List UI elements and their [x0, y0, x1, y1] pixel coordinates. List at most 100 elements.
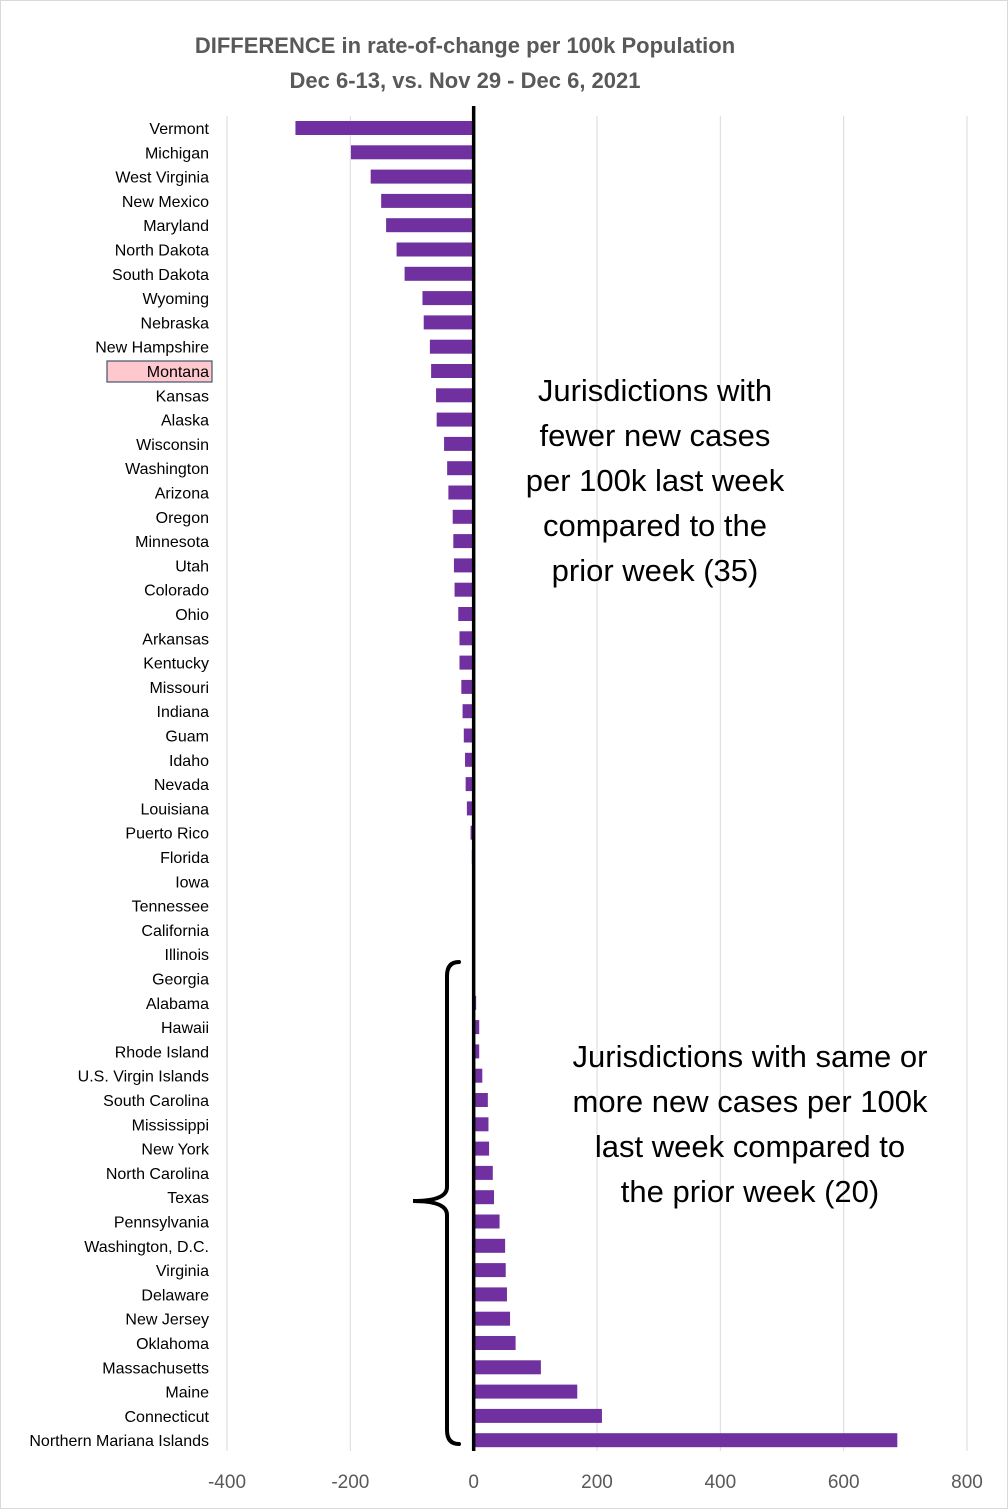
category-label: Louisiana — [141, 801, 210, 818]
category-label: Maine — [165, 1385, 209, 1402]
category-label: South Dakota — [112, 267, 209, 284]
x-tick-label: 200 — [581, 1472, 613, 1493]
bar-texas — [473, 1190, 495, 1205]
bar-nebraska — [423, 315, 474, 330]
category-label: Rhode Island — [115, 1044, 209, 1061]
bar-new-jersey — [473, 1311, 511, 1326]
category-label: Washington — [125, 461, 209, 478]
bar-north-carolina — [473, 1165, 493, 1180]
bar-oklahoma — [473, 1336, 516, 1350]
annotation-fewer-cases: Jurisdictions with fewer new cases per 1… — [525, 373, 785, 588]
bar-northern-mariana-islands — [473, 1433, 898, 1448]
annotation-more-cases: Jurisdictions with same or more new case… — [572, 1039, 928, 1209]
category-label: Wyoming — [142, 291, 209, 308]
bar-maine — [473, 1384, 578, 1399]
category-label: Utah — [175, 558, 209, 575]
bar-vermont — [295, 121, 474, 135]
category-label: New York — [141, 1142, 210, 1159]
x-tick-label: 600 — [828, 1472, 860, 1493]
bar-minnesota — [453, 534, 474, 549]
bar-rhode-island — [473, 1044, 480, 1059]
category-label: Kentucky — [143, 656, 209, 673]
category-label: Wisconsin — [136, 437, 209, 454]
bar-south-carolina — [473, 1093, 488, 1107]
category-label: U.S. Virgin Islands — [78, 1069, 209, 1086]
bar-new-mexico — [381, 193, 474, 208]
category-label: Indiana — [157, 704, 210, 721]
bar-guam — [463, 728, 474, 743]
category-label: Oklahoma — [136, 1336, 209, 1353]
category-label: Minnesota — [135, 534, 209, 551]
category-label: Mississippi — [132, 1117, 209, 1134]
category-label: North Dakota — [115, 243, 209, 260]
bar-michigan — [350, 145, 474, 160]
bar-missouri — [461, 679, 474, 694]
bar-arizona — [448, 485, 474, 500]
category-label: Illinois — [165, 947, 209, 964]
category-label: Vermont — [149, 121, 209, 138]
bar-wyoming — [422, 291, 474, 306]
x-tick-label: 0 — [468, 1472, 479, 1493]
chart-subtitle: Dec 6-13, vs. Nov 29 - Dec 6, 2021 — [289, 68, 641, 93]
category-label: Georgia — [152, 972, 209, 989]
category-label: Alaska — [161, 413, 209, 430]
x-tick-label: -400 — [208, 1472, 246, 1493]
bar-washington-d-c- — [473, 1238, 506, 1253]
x-tick-label: 400 — [704, 1472, 736, 1493]
bar-west-virginia — [370, 169, 474, 184]
category-label: Oregon — [156, 510, 209, 527]
category-label: Delaware — [141, 1287, 209, 1304]
category-label: Colorado — [144, 583, 209, 600]
category-label: North Carolina — [106, 1166, 209, 1183]
category-label: Hawaii — [161, 1020, 209, 1037]
category-label: Michigan — [145, 145, 209, 162]
category-label: Pennsylvania — [114, 1215, 209, 1232]
bar-nevada — [465, 777, 474, 792]
bar-south-dakota — [404, 266, 474, 281]
bar-delaware — [473, 1287, 507, 1302]
bar-pennsylvania — [473, 1214, 500, 1229]
category-label: Puerto Rico — [125, 826, 209, 843]
category-label: Nebraska — [141, 315, 210, 332]
category-label: Missouri — [149, 680, 209, 697]
bar-kentucky — [459, 655, 474, 670]
bar-washington — [447, 461, 474, 476]
category-label: Washington, D.C. — [84, 1239, 209, 1256]
bar-connecticut — [473, 1408, 602, 1423]
bar-hawaii — [473, 1020, 480, 1035]
bar-mississippi — [473, 1117, 489, 1132]
category-label: Virginia — [156, 1263, 209, 1280]
category-label: California — [141, 923, 209, 940]
bar-ohio — [458, 607, 474, 621]
bar-montana — [431, 364, 474, 378]
bar-maryland — [386, 218, 474, 233]
bar-new-york — [473, 1141, 490, 1156]
category-label: Florida — [160, 850, 209, 867]
bar-indiana — [462, 704, 474, 719]
category-label: South Carolina — [103, 1093, 209, 1110]
bar-north-dakota — [396, 242, 474, 257]
category-label: Arizona — [155, 486, 209, 503]
bar-new-hampshire — [429, 339, 474, 354]
bar-virginia — [473, 1263, 506, 1278]
category-label: Texas — [167, 1190, 209, 1207]
category-label: Idaho — [169, 753, 209, 770]
category-label: Alabama — [146, 996, 209, 1013]
bar-alaska — [436, 412, 474, 427]
bar-u-s-virgin-islands — [473, 1068, 483, 1083]
x-tick-label: -200 — [331, 1472, 369, 1493]
bar-kansas — [436, 388, 474, 403]
category-label: Kansas — [156, 388, 209, 405]
category-label: New Jersey — [125, 1312, 209, 1329]
category-label: Guam — [165, 729, 209, 746]
category-label: Nevada — [154, 777, 209, 794]
category-label: New Hampshire — [95, 340, 209, 357]
category-label: Arkansas — [142, 631, 209, 648]
bar-utah — [453, 558, 474, 573]
category-label: Connecticut — [125, 1409, 210, 1426]
highlight-box — [106, 360, 213, 383]
bar-arkansas — [459, 631, 474, 646]
chart-title: DIFFERENCE in rate-of-change per 100k Po… — [194, 33, 736, 58]
